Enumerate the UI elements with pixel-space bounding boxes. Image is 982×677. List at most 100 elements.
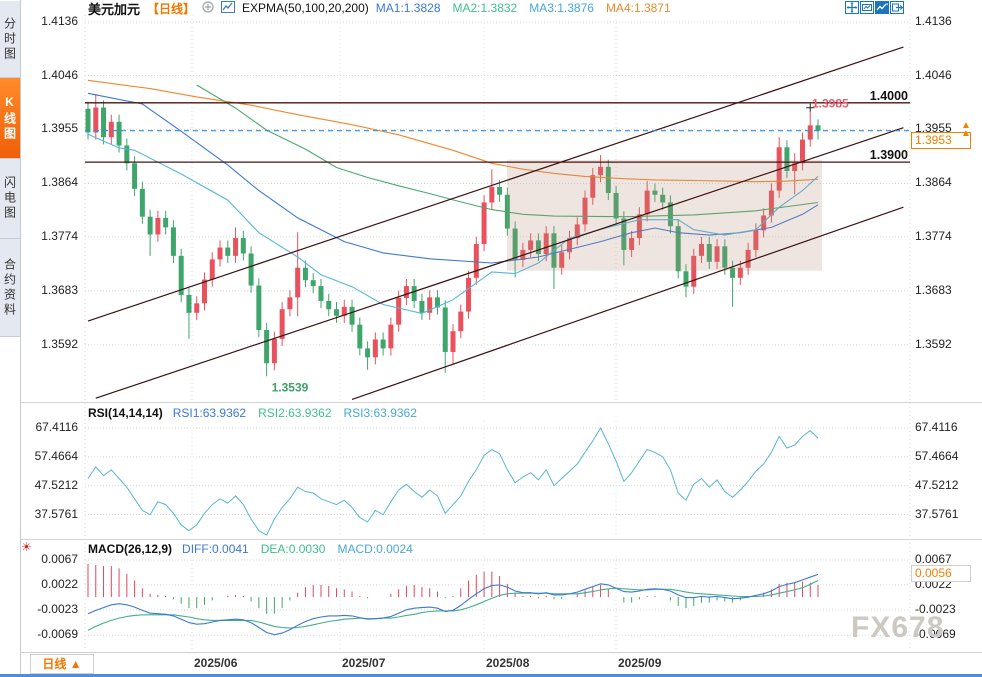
candle-body [497,187,503,195]
axis-tick-label: 1.3864 [41,175,78,190]
axis-tick-label: 37.5761 [34,506,78,521]
sidebar-tab-1[interactable]: 分时图 [0,1,20,78]
axis-tick-label: 67.4116 [915,420,958,434]
level-label: 1.3900 [870,148,908,162]
candle-body [722,246,728,268]
candle-body [287,297,293,310]
candle-body [699,243,705,256]
candle-body [170,227,176,256]
channel-trendline [87,46,904,322]
candle-body [598,166,604,176]
period-tab-daily[interactable]: 日线 ▲ [30,654,94,674]
box-zoom-icon[interactable] [860,1,874,14]
candle-body [271,338,277,364]
line-chart-icon[interactable] [875,1,889,14]
highlight-zone [507,159,822,271]
candle-body [388,324,394,349]
macd-header: MACD(26,12,9) DIFF:0.0041 DEA:0.0030 MACD:… [88,542,413,556]
candle-body [566,238,572,253]
mini-chart-icon[interactable] [221,0,236,16]
axis-tick-label: 1.3592 [41,336,78,351]
diff-line [87,573,819,636]
candle-body [108,121,114,138]
candle-body [411,286,417,301]
symbol-name: 美元加元 [88,1,141,17]
candle-body [706,243,712,262]
candle-body [807,125,813,140]
axis-tick-label: 1.3592 [915,336,952,351]
axis-tick-label: 1.4136 [915,14,952,29]
candle-body [372,339,378,358]
candle-body [349,306,355,325]
axis-tick-label: 57.4664 [34,448,78,463]
axis-tick-label: 47.5212 [915,477,959,492]
sidebar-tab-4[interactable]: 合约资料 [0,239,20,337]
candle-body [256,285,262,330]
axis-tick-label: 0.0067 [915,552,952,566]
current-price-tag: 1.3953 [911,132,971,149]
macd-value-tag: 0.0056 [911,565,971,582]
candle-body [473,243,479,278]
indicator-settings-icon[interactable]: ☀ [21,540,32,554]
period-tag: 【日线】 [147,1,196,16]
sidebar-tab-label: 闪电图 [2,176,17,221]
candle-body [139,188,145,217]
candle-body [217,247,223,260]
candle-body [644,190,650,215]
candle-body [357,324,363,349]
bottom-bar [21,652,982,674]
candle-body [233,238,239,256]
high-price-label: 1.3985 [812,97,849,111]
candle-body [458,311,464,332]
indicator-name: EXPMA(50,100,20,200) [242,1,369,15]
circle-plus-icon[interactable] [202,0,214,16]
window-bottom-edge [0,674,982,677]
sidebar-tab-3[interactable]: 闪电图 [0,159,20,239]
candle-body [613,192,619,219]
candle-body [240,238,246,254]
axis-tick-label: 1.3955 [41,121,78,136]
candle-body [186,295,192,313]
candle-body [466,277,472,312]
candle-body [334,309,340,316]
candle-body [201,279,207,304]
candle-body [691,255,697,287]
candle-body [101,107,107,138]
candle-body [714,246,720,262]
pan-icon[interactable] [845,1,859,14]
axis-tick-label: 57.4664 [915,448,959,463]
rsi-header: RSI(14,14,14) RSI1:63.9362 RSI2:63.9362 RS… [88,406,417,420]
candle-body [621,218,627,250]
candle-body [730,267,736,278]
axis-tick-label: -0.0069 [915,627,956,642]
chart-toolbar [845,1,904,14]
macd-value-label: DEA:0.0030 [260,542,326,556]
candle-body [248,253,254,286]
candle-body [629,238,635,250]
candle-body [116,121,122,146]
ma-value-label: MA2:1.3832 [452,1,518,15]
candle-body [535,240,541,255]
candle-body [481,202,487,244]
candle-body [295,267,301,298]
channel-trendline [351,206,904,400]
candle-body [745,249,751,268]
candle-body [512,228,518,260]
candle-body [163,217,169,228]
ma4-line [87,79,819,183]
candle-body [675,226,681,272]
candle-body [799,139,805,164]
axis-tick-label: 1.3774 [41,228,78,243]
sidebar-tab-2[interactable]: K线图 [0,78,20,159]
candle-body [528,240,534,250]
macd-values: DIFF:0.0041 DEA:0.0030 MACD:0.0024 [182,542,413,556]
candle-body [667,202,673,227]
candle-body [605,166,611,193]
dea-line [87,580,819,631]
macd-value-label: MACD:0.0024 [337,542,413,556]
axis-tick-label: 1.3683 [41,282,78,297]
candle-body [380,339,386,349]
candle-body [124,145,130,164]
export-icon[interactable] [890,1,904,14]
